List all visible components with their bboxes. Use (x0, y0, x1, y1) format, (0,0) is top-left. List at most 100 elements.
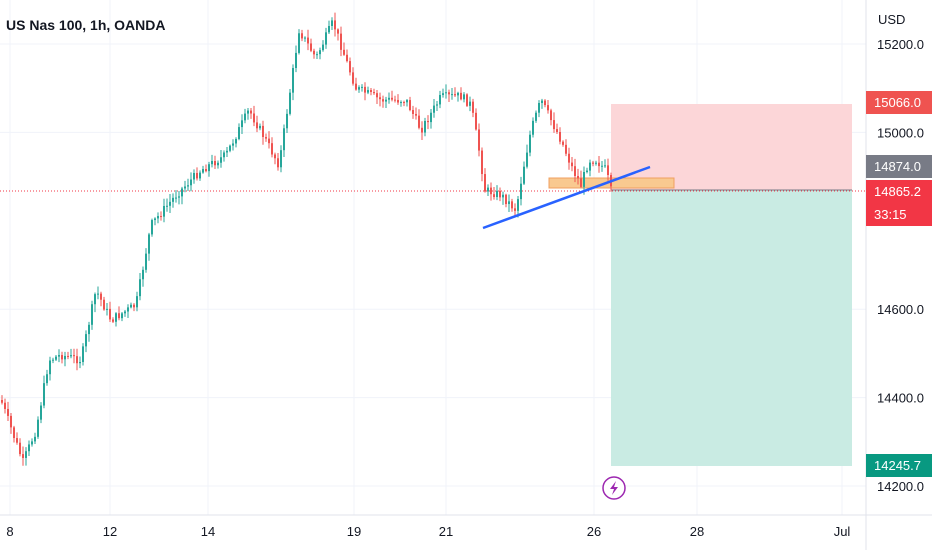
candle-body (193, 172, 195, 180)
candle-body (361, 86, 363, 88)
candle-body (112, 319, 114, 322)
candle-body (277, 158, 279, 168)
candle-body (523, 166, 525, 184)
candle-body (10, 415, 12, 428)
take-profit-price-tag: 14245.7 (866, 454, 932, 477)
candle-body (244, 113, 246, 121)
candle-body (442, 93, 444, 95)
candle-body (202, 169, 204, 173)
candle-body (415, 113, 417, 116)
candle-body (565, 144, 567, 154)
price-axis[interactable]: 15200.0 15000.0 14600.0 14400.0 14200.0 (877, 37, 924, 494)
candle-body (439, 94, 441, 105)
candle-body (136, 296, 138, 308)
candle-body (106, 308, 108, 310)
candle-body (184, 186, 186, 189)
candle-body (34, 436, 36, 442)
candle-body (25, 451, 27, 458)
candle-body (601, 165, 603, 167)
candle-body (121, 313, 123, 319)
time-tick-label: 26 (587, 524, 601, 539)
candle-body (505, 194, 507, 205)
candle-body (517, 199, 519, 211)
candle-body (262, 125, 264, 138)
time-tick-label: 19 (347, 524, 361, 539)
candle-body (148, 234, 150, 254)
candle-body (142, 269, 144, 280)
candle-body (511, 201, 513, 209)
candle-body (220, 157, 222, 163)
candle-body (76, 356, 78, 364)
candle-body (94, 294, 96, 305)
candle-body (199, 172, 201, 179)
stop-loss-zone[interactable] (611, 104, 852, 190)
candle-body (475, 112, 477, 130)
candle-body (337, 29, 339, 34)
candle-body (1, 400, 3, 403)
candle-body (331, 20, 333, 27)
candles (1, 12, 612, 466)
event-icon[interactable] (602, 476, 626, 500)
candle-body (556, 129, 558, 133)
candle-body (571, 162, 573, 167)
candle-body (259, 125, 261, 129)
candle-body (7, 408, 9, 416)
candle-body (514, 208, 516, 211)
candle-body (88, 324, 90, 335)
candle-body (13, 427, 15, 439)
candle-body (481, 150, 483, 175)
candle-body (43, 383, 45, 406)
take-profit-zone[interactable] (611, 190, 852, 466)
candle-body (151, 220, 153, 235)
candle-body (115, 313, 117, 322)
candle-body (229, 145, 231, 151)
candle-body (388, 97, 390, 100)
candle-body (568, 153, 570, 163)
candle-body (16, 438, 18, 443)
candle-body (280, 150, 282, 168)
candle-body (541, 100, 543, 104)
price-tick-label: 14400.0 (877, 391, 924, 406)
candle-body (544, 100, 546, 106)
candle-body (463, 94, 465, 100)
candle-body (397, 99, 399, 103)
price-tick-label: 15000.0 (877, 125, 924, 140)
candle-body (382, 99, 384, 102)
candle-body (166, 205, 168, 207)
candle-body (91, 304, 93, 325)
candle-body (520, 183, 522, 200)
time-tick-label: 28 (690, 524, 704, 539)
candle-body (55, 356, 57, 360)
candle-body (454, 94, 456, 96)
candle-body (379, 97, 381, 100)
candle-body (160, 216, 162, 218)
candle-body (310, 43, 312, 51)
candle-body (487, 187, 489, 192)
candle-body (205, 169, 207, 172)
trendline[interactable] (482, 165, 651, 230)
candle-body (436, 104, 438, 106)
candle-body (163, 205, 165, 217)
candle-body (283, 128, 285, 151)
candle-body (427, 120, 429, 123)
candle-body (547, 105, 549, 111)
candle-body (406, 100, 408, 103)
candle-body (298, 33, 300, 53)
candle-body (349, 61, 351, 73)
time-axis[interactable]: 8 12 14 19 21 26 28 Jul (6, 524, 850, 539)
candle-body (421, 127, 423, 133)
candle-body (478, 129, 480, 151)
candle-body (31, 441, 33, 445)
candle-body (355, 83, 357, 90)
candle-body (460, 92, 462, 100)
candle-body (367, 90, 369, 93)
candle-body (316, 54, 318, 56)
candle-body (274, 154, 276, 159)
candle-body (61, 355, 63, 360)
candle-body (409, 100, 411, 111)
candle-body (589, 162, 591, 171)
candle-body (394, 99, 396, 101)
candle-body (319, 50, 321, 55)
candle-body (49, 360, 51, 375)
